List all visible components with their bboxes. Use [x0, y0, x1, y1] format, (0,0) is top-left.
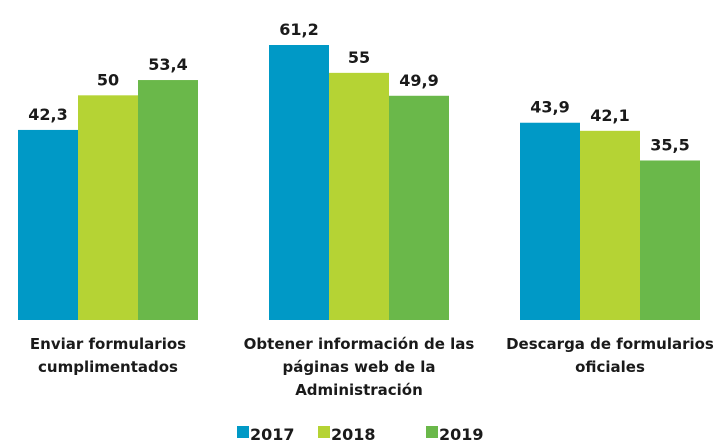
- legend-label: 2019: [439, 425, 484, 443]
- value-label: 43,9: [530, 98, 569, 117]
- value-label: 42,1: [590, 106, 629, 125]
- category-label: Obtener información de las páginas web d…: [243, 335, 475, 399]
- value-label: 35,5: [650, 135, 689, 154]
- value-label: 42,3: [28, 105, 67, 124]
- bar: [78, 95, 138, 320]
- legend-label: 2017: [250, 425, 295, 443]
- legend-swatch: [426, 426, 438, 438]
- bar: [389, 95, 449, 320]
- value-label: 50: [97, 70, 119, 89]
- bar: [138, 80, 198, 321]
- bar: [640, 160, 700, 320]
- bar: [329, 72, 389, 321]
- legend-swatch: [237, 426, 249, 438]
- value-label: 49,9: [399, 71, 438, 90]
- legend-swatch: [318, 426, 330, 438]
- value-label: 53,4: [148, 55, 187, 74]
- category-label: Enviar formularios cumplimentados: [29, 335, 187, 376]
- value-label: 55: [348, 48, 370, 67]
- category-label: Descarga de formularios oficiales: [506, 335, 714, 376]
- bar: [269, 45, 329, 320]
- bar: [580, 130, 640, 320]
- bar: [520, 122, 580, 320]
- value-label: 61,2: [279, 20, 318, 39]
- legend-label: 2018: [331, 425, 376, 443]
- bar: [18, 129, 78, 320]
